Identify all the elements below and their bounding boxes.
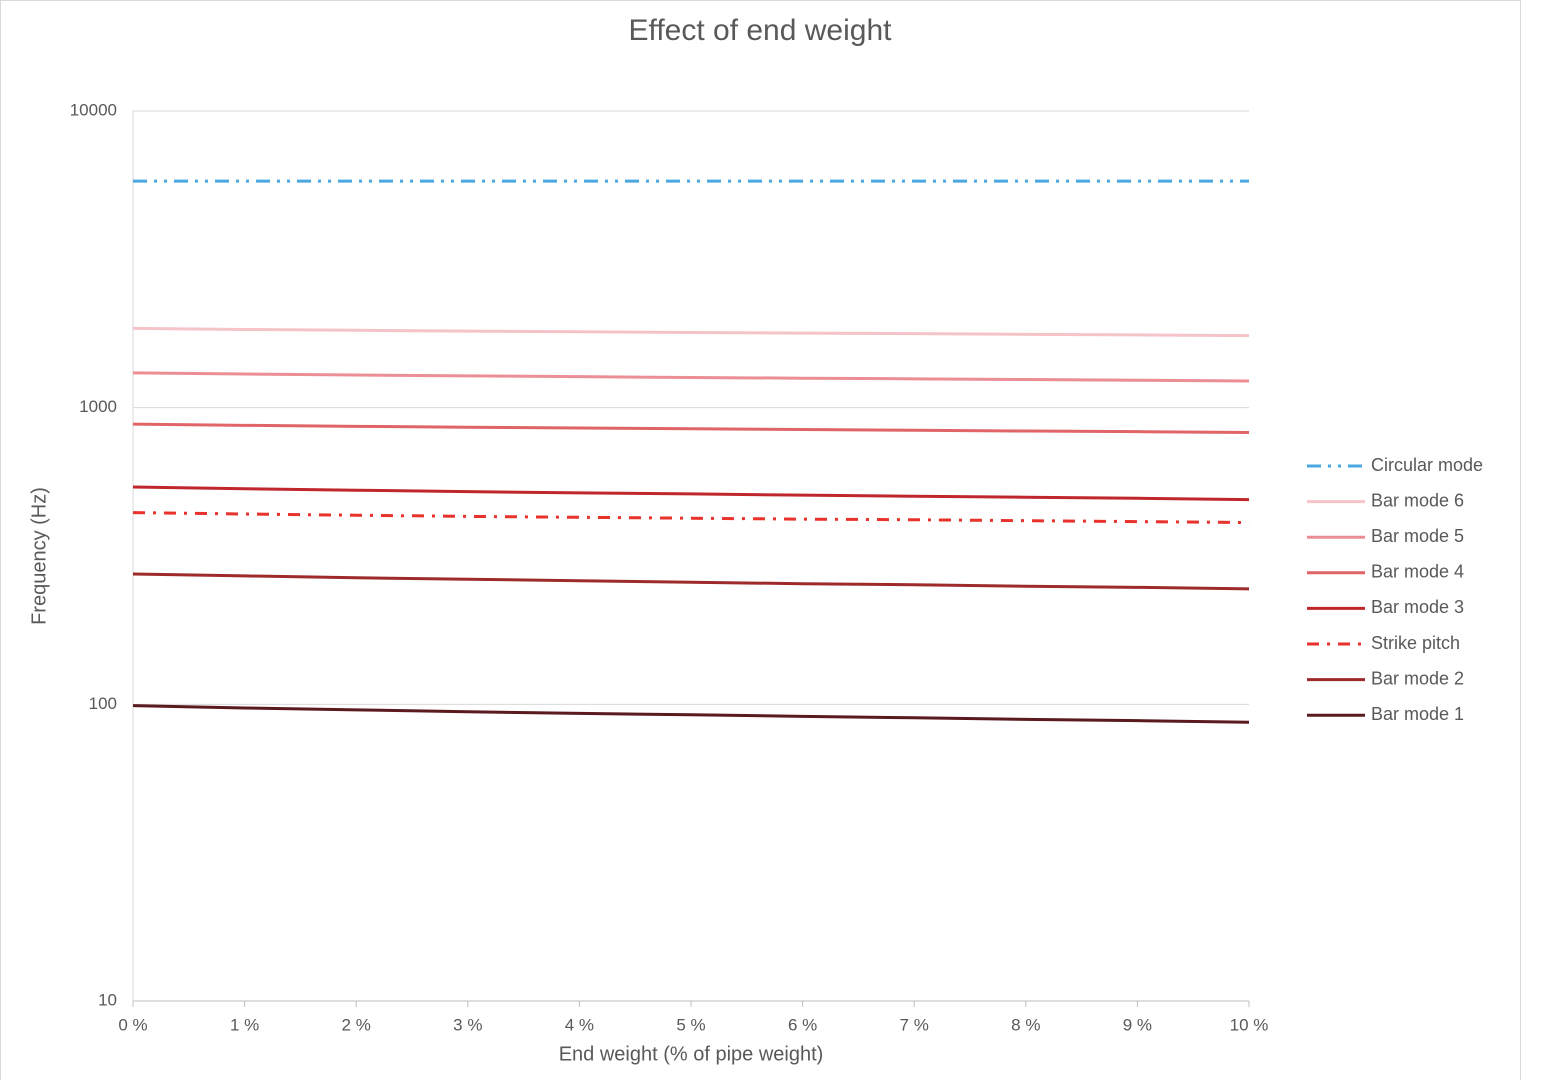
legend-label: Bar mode 1 xyxy=(1371,704,1464,724)
x-tick-label: 2 % xyxy=(342,1015,371,1034)
series-line xyxy=(132,371,1250,383)
series-line xyxy=(132,422,1250,434)
x-tick-label: 9 % xyxy=(1123,1015,1152,1034)
x-tick-label: 5 % xyxy=(676,1015,705,1034)
legend-label: Bar mode 3 xyxy=(1371,597,1464,617)
legend-label: Bar mode 2 xyxy=(1371,668,1464,688)
y-axis-title: Frequency (Hz) xyxy=(28,487,50,625)
series-line xyxy=(132,704,1250,724)
series-line xyxy=(132,485,1250,502)
x-tick-label: 0 % xyxy=(118,1015,147,1034)
x-tick-label: 4 % xyxy=(565,1015,594,1034)
x-tick-label: 3 % xyxy=(453,1015,482,1034)
series-line xyxy=(132,326,1250,338)
x-tick-label: 6 % xyxy=(788,1015,817,1034)
series-line xyxy=(132,511,1250,525)
legend-label: Circular mode xyxy=(1371,455,1483,475)
legend-label: Bar mode 6 xyxy=(1371,490,1464,510)
x-tick-label: 10 % xyxy=(1230,1015,1269,1034)
x-tick-label: 8 % xyxy=(1011,1015,1040,1034)
y-tick-label: 100 xyxy=(89,694,117,713)
legend-label: Bar mode 5 xyxy=(1371,526,1464,546)
y-tick-label: 10 xyxy=(98,990,117,1009)
x-tick-label: 7 % xyxy=(900,1015,929,1034)
legend-label: Strike pitch xyxy=(1371,633,1460,653)
x-tick-label: 1 % xyxy=(230,1015,259,1034)
legend-label: Bar mode 4 xyxy=(1371,562,1464,582)
series-line xyxy=(132,572,1250,591)
x-axis-title: End weight (% of pipe weight) xyxy=(559,1043,824,1065)
y-tick-label: 10000 xyxy=(70,100,117,119)
chart-title: Effect of end weight xyxy=(629,14,893,47)
y-tick-label: 1000 xyxy=(79,397,117,416)
